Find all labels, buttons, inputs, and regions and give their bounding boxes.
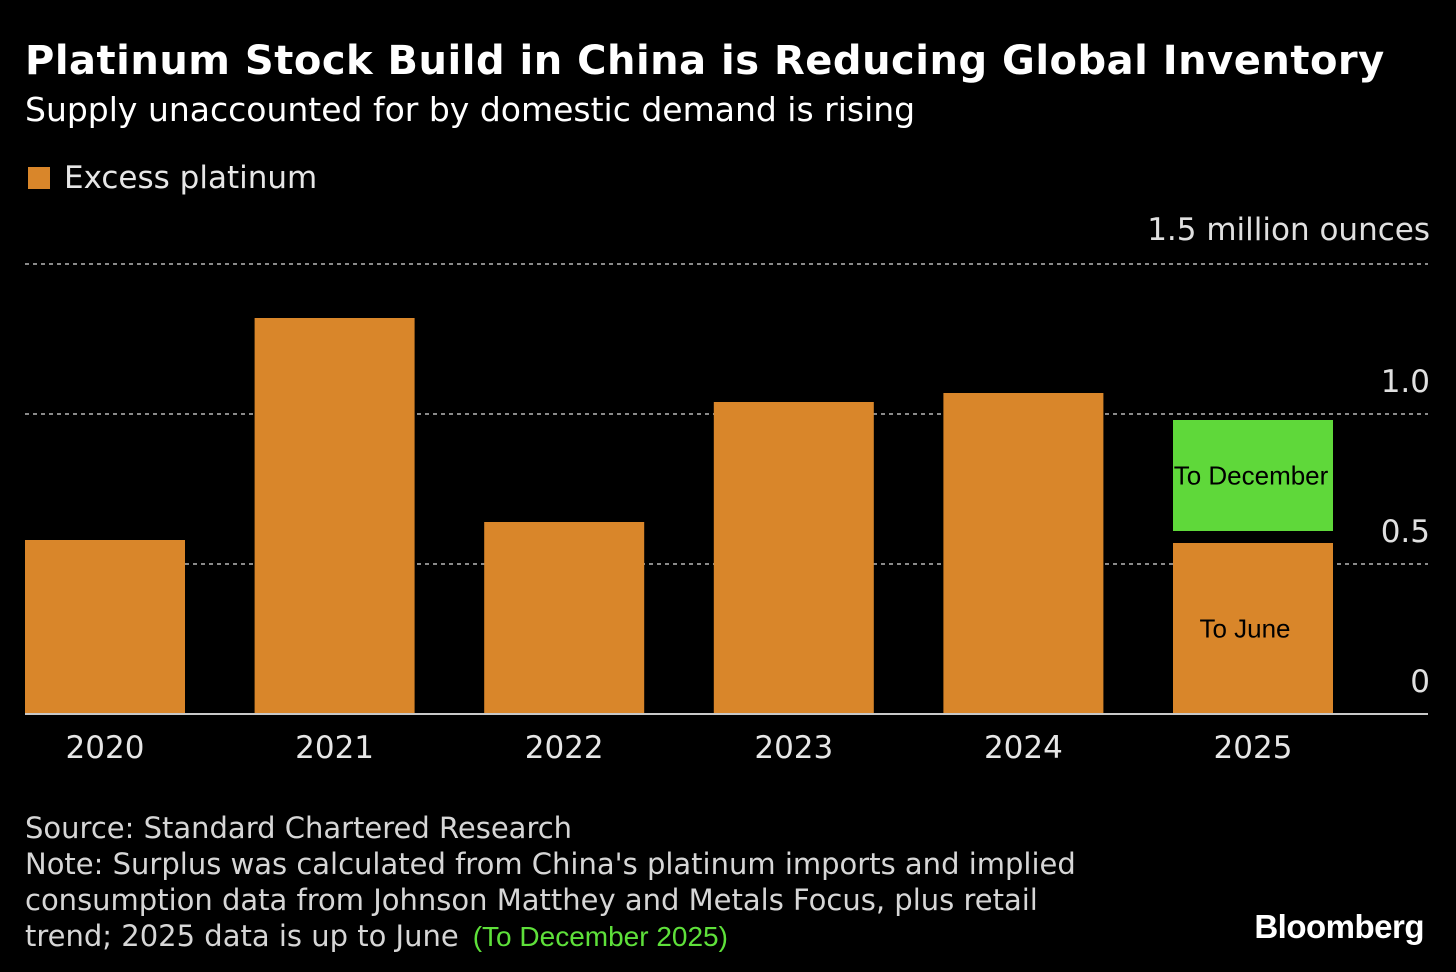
note-line: consumption data from Johnson Matthey an… <box>25 883 1038 917</box>
note-line: trend; 2025 data is up to June <box>25 919 459 953</box>
bar-2020 <box>25 540 185 714</box>
y-tick-label: 1.0 <box>1381 364 1430 400</box>
x-tick-label: 2025 <box>1214 730 1293 766</box>
bar-2023 <box>713 402 874 714</box>
x-tick-label: 2023 <box>754 730 833 766</box>
bar-segment-to-june <box>1173 543 1333 714</box>
x-tick-label: 2021 <box>295 730 374 766</box>
y-tick-label: 0 <box>1410 664 1430 700</box>
bar-2024 <box>943 393 1104 714</box>
chart-subtitle: Supply unaccounted for by domestic deman… <box>25 90 916 129</box>
bar-2022 <box>484 522 645 714</box>
note-annotation: (To December 2025) <box>472 921 728 952</box>
footer: Source: Standard Chartered Research Note… <box>25 810 1076 955</box>
chart-title: Platinum Stock Build in China is Reducin… <box>25 38 1385 84</box>
x-tick-label: 2024 <box>984 730 1063 766</box>
bar-segment-to-december <box>1173 420 1333 531</box>
source-text: Source: Standard Chartered Research <box>25 811 573 845</box>
x-tick-label: 2020 <box>66 730 145 766</box>
legend-label: Excess platinum <box>64 160 318 196</box>
bar-2021 <box>254 318 415 714</box>
note-line: Note: Surplus was calculated from China'… <box>25 847 1076 881</box>
legend-swatch <box>28 167 50 189</box>
bloomberg-logo: Bloomberg <box>1254 908 1424 945</box>
x-tick-label: 2022 <box>525 730 604 766</box>
bar-segment-label: To December <box>1174 461 1329 491</box>
legend: Excess platinum <box>28 160 317 196</box>
y-tick-label: 0.5 <box>1381 514 1430 550</box>
y-axis-unit-label: 1.5 million ounces <box>1147 212 1430 248</box>
bar-segment-label: To June <box>1199 614 1290 644</box>
